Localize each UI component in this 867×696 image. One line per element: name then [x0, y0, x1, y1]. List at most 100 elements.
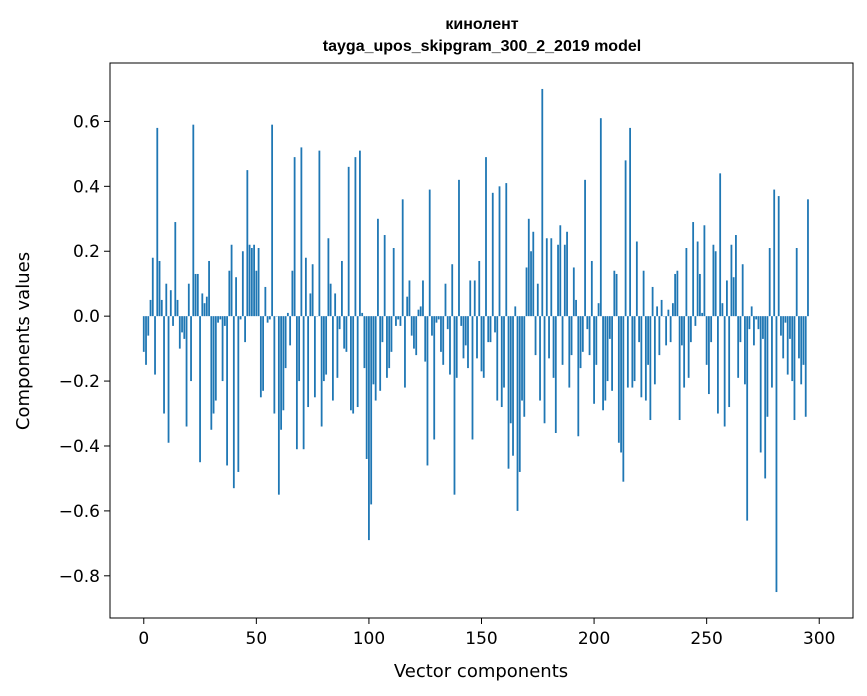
bar-219: [635, 241, 638, 317]
bar-85: [334, 293, 337, 317]
bar-196: [584, 179, 586, 317]
bar-292: [800, 316, 803, 385]
bar-249: [703, 225, 706, 317]
bar-139: [455, 316, 458, 378]
bar-286: [786, 316, 789, 375]
y-tick-label: 0.2: [73, 242, 100, 262]
bar-61: [280, 316, 283, 430]
bar-265: [739, 316, 742, 343]
bar-176: [539, 316, 541, 401]
bar-207: [608, 316, 611, 339]
bar-160: [503, 316, 505, 388]
bar-35: [221, 316, 224, 382]
bar-173: [532, 231, 535, 317]
y-tick-label: −0.4: [59, 437, 100, 457]
bar-211: [617, 316, 620, 443]
chart-title: кинолент: [445, 16, 518, 33]
bar-113: [397, 316, 400, 320]
bar-105: [379, 316, 382, 391]
bar-260: [728, 316, 731, 408]
bar-12: [169, 290, 172, 317]
bar-248: [701, 312, 704, 317]
bar-285: [784, 316, 787, 323]
bar-273: [757, 316, 760, 330]
bar-277: [766, 316, 769, 417]
bar-209: [613, 270, 616, 317]
bar-9: [163, 316, 165, 414]
bar-41: [235, 277, 237, 317]
bar-210: [615, 273, 618, 317]
bar-78: [318, 150, 321, 317]
bar-257: [721, 303, 724, 317]
bar-111: [392, 248, 395, 317]
bar-263: [735, 235, 737, 317]
bar-40: [232, 316, 235, 489]
bar-235: [671, 303, 674, 317]
bar-193: [577, 316, 580, 437]
bar-26: [201, 293, 204, 317]
bar-171: [527, 218, 530, 317]
bar-132: [440, 316, 442, 352]
bar-203: [599, 118, 602, 317]
bar-138: [453, 316, 456, 495]
bar-71: [302, 316, 305, 450]
y-tick-label: −0.6: [59, 502, 100, 522]
bar-80: [322, 316, 325, 382]
bar-243: [689, 316, 692, 343]
bar-8: [160, 299, 163, 317]
x-tick-label: 250: [690, 629, 722, 649]
bar-125: [424, 316, 427, 362]
bar-121: [415, 316, 418, 356]
bar-266: [741, 264, 744, 317]
bar-144: [467, 316, 469, 369]
bar-262: [732, 277, 735, 317]
bar-83: [329, 283, 332, 317]
bar-255: [717, 316, 719, 414]
bar-116: [404, 316, 406, 388]
bar-11: [167, 316, 170, 443]
bar-14: [174, 222, 177, 317]
bar-169: [523, 316, 526, 417]
bar-95: [356, 316, 359, 408]
bar-151: [482, 316, 485, 378]
bar-145: [469, 280, 472, 317]
bar-101: [370, 316, 373, 505]
bar-106: [381, 316, 384, 343]
bar-247: [699, 273, 701, 317]
bar-56: [268, 316, 271, 320]
bar-250: [705, 316, 708, 365]
bar-165: [514, 306, 517, 317]
bar-152: [485, 157, 487, 317]
bar-133: [442, 316, 445, 365]
bar-18: [183, 316, 186, 339]
bar-15: [176, 299, 179, 317]
y-axis-label: Components values: [13, 252, 34, 430]
bar-13: [172, 316, 174, 326]
bar-124: [422, 280, 424, 317]
bar-100: [368, 316, 370, 541]
bar-282: [777, 196, 780, 317]
bar-230: [660, 299, 663, 317]
bar-294: [804, 316, 807, 417]
bar-110: [390, 316, 393, 352]
bar-288: [791, 316, 794, 382]
bar-238: [678, 316, 681, 421]
bar-281: [775, 316, 778, 593]
y-tick-label: 0.4: [73, 177, 100, 197]
bar-179: [545, 238, 548, 317]
bar-291: [798, 316, 800, 359]
bar-99: [365, 316, 368, 459]
bar-245: [694, 316, 697, 326]
bar-60: [277, 316, 280, 495]
bar-187: [563, 244, 566, 317]
bar-91: [347, 166, 350, 317]
bar-30: [210, 316, 213, 430]
y-tick-label: 0.6: [73, 112, 100, 132]
bar-159: [500, 316, 503, 408]
bar-175: [536, 283, 539, 317]
bar-289: [793, 316, 796, 421]
bar-216: [629, 127, 631, 317]
bar-114: [399, 316, 402, 326]
bar-130: [435, 316, 438, 323]
bar-75: [311, 264, 314, 317]
